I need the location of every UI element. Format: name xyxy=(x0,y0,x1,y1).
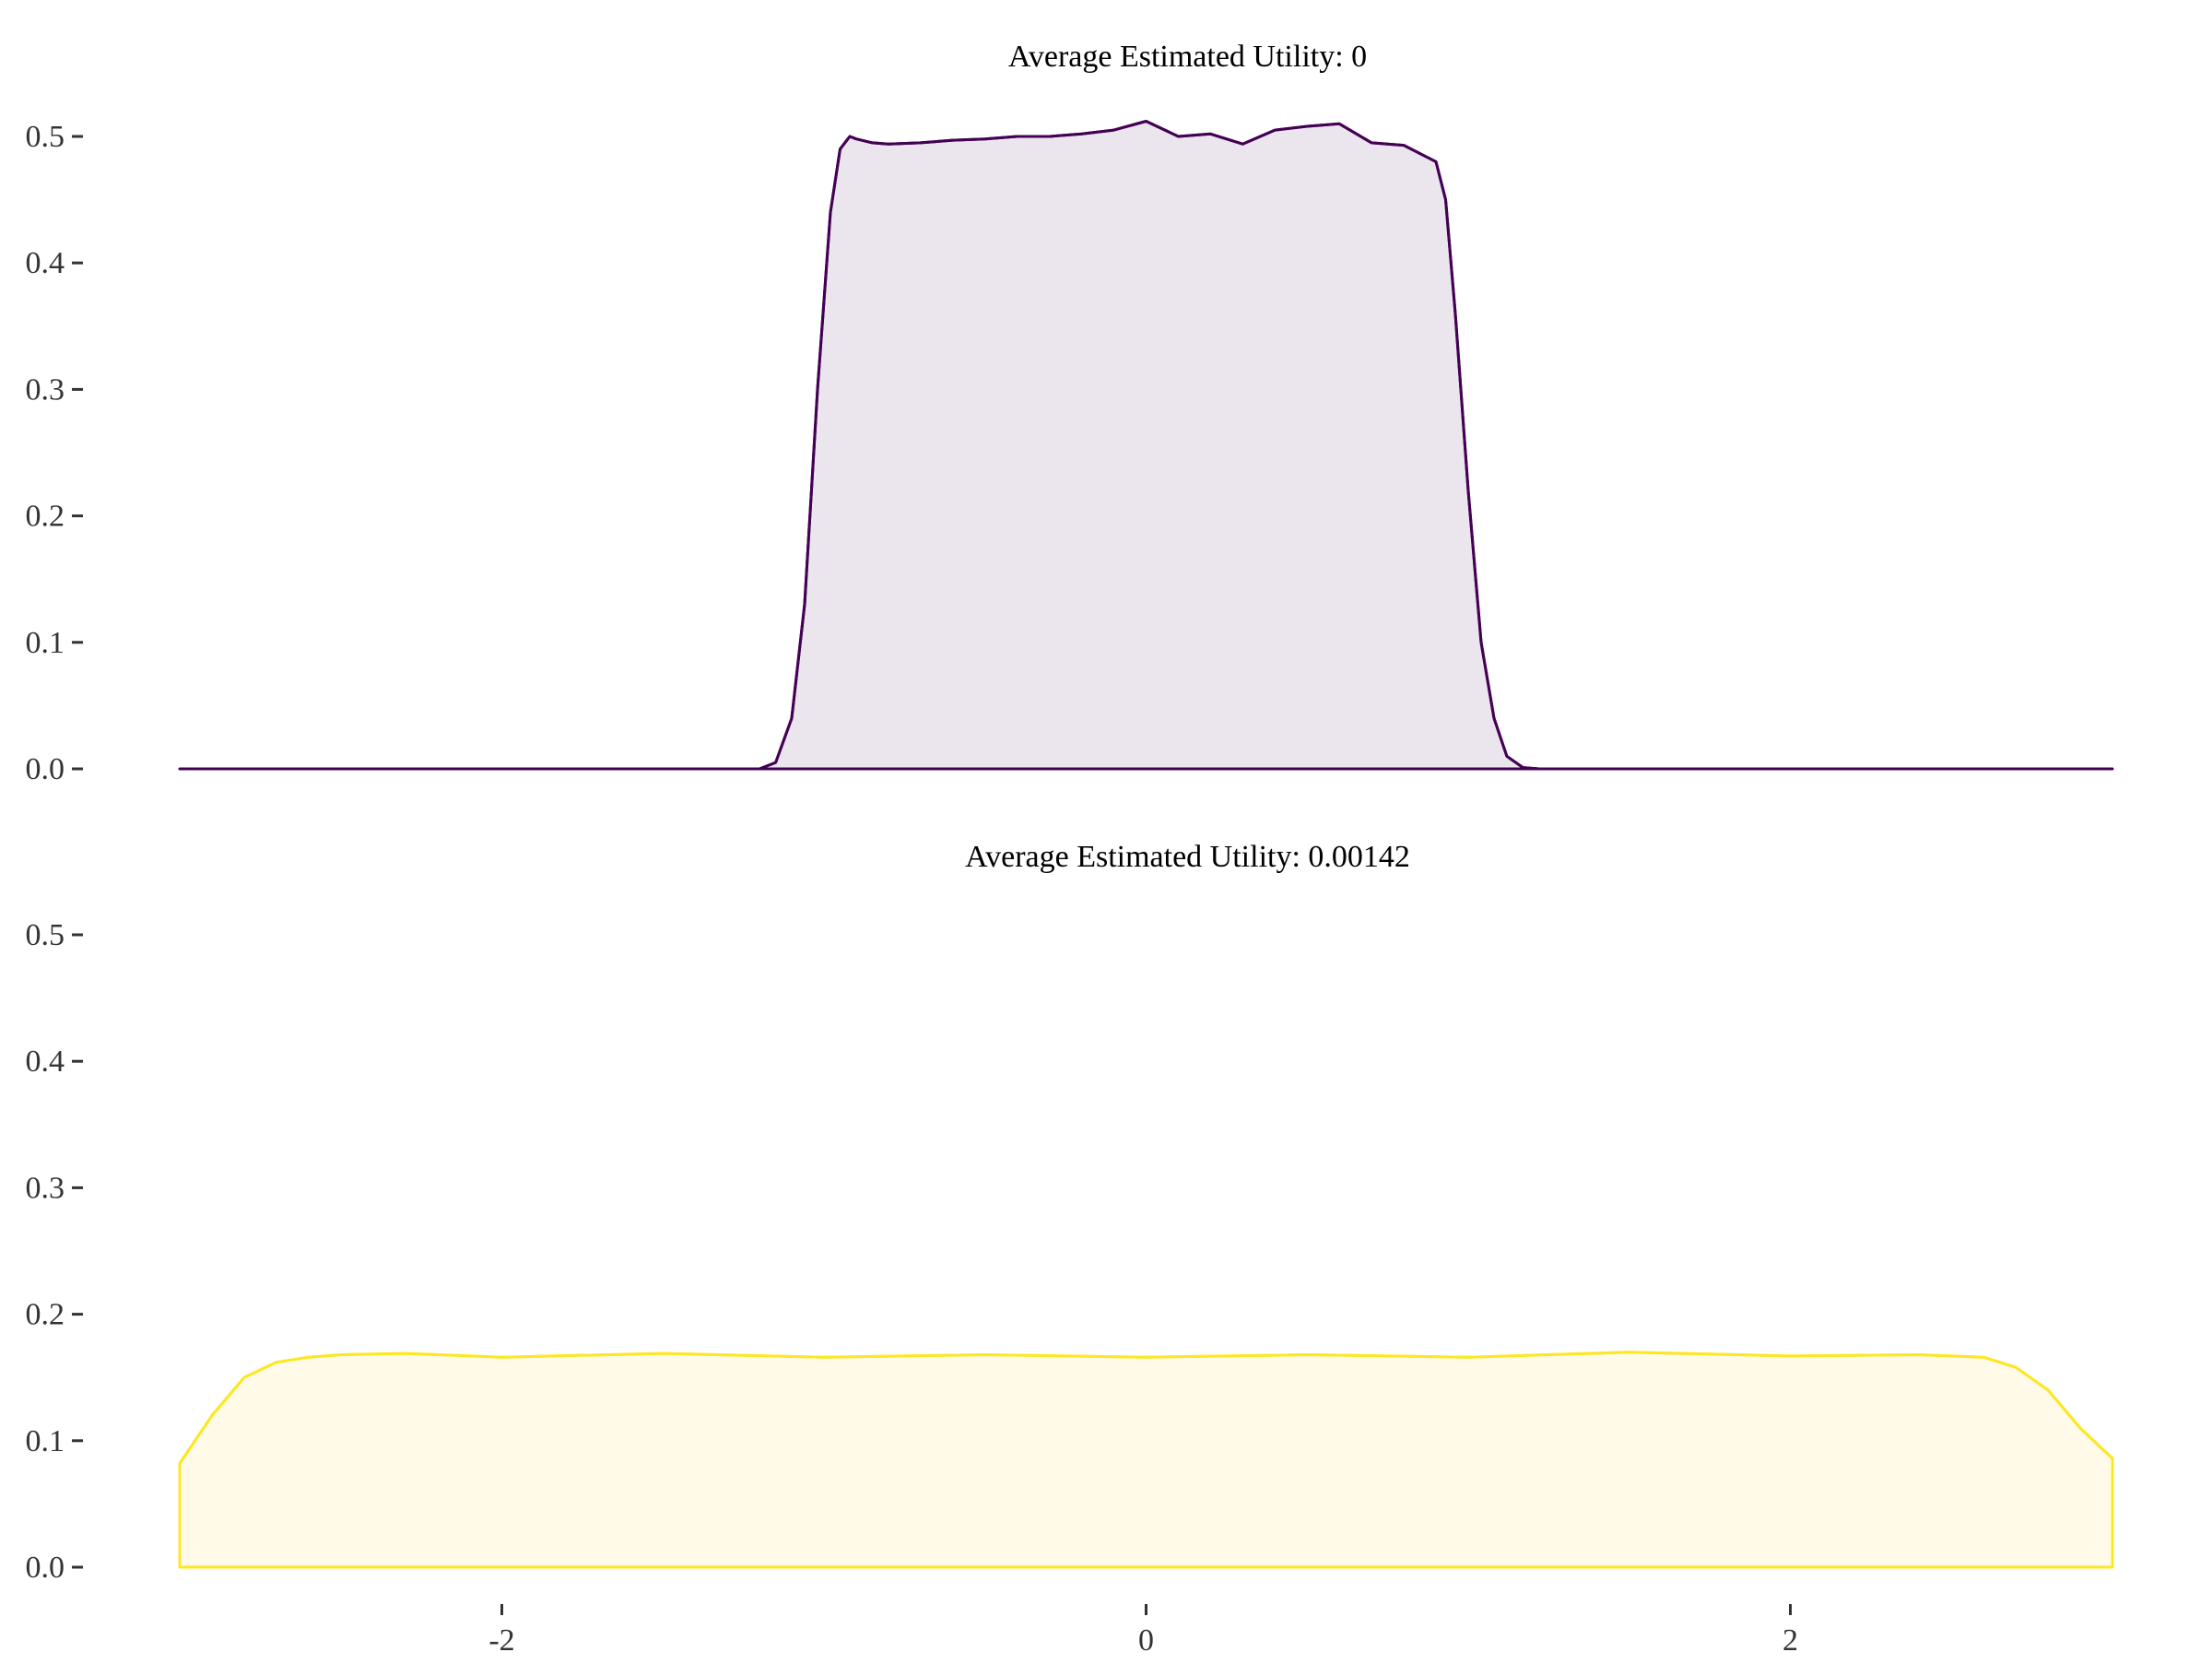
y-tick-label: 0.1 xyxy=(26,626,65,660)
y-tick-label: 0.5 xyxy=(26,918,65,952)
panel-title: Average Estimated Utility: 0.00142 xyxy=(965,840,1410,874)
panel-title: Average Estimated Utility: 0 xyxy=(1008,40,1367,74)
density-area xyxy=(180,122,2112,770)
panel-top: Average Estimated Utility: 0 0.0 0.1 0.2 0.3… xyxy=(26,40,2113,786)
y-tick-label: 0.4 xyxy=(26,1044,65,1079)
y-tick-label: 0.2 xyxy=(26,1298,65,1332)
y-tick-label: 0.3 xyxy=(26,372,65,407)
y-tick-label: 0.3 xyxy=(26,1171,65,1205)
y-tick-label: 0.1 xyxy=(26,1424,65,1458)
y-tick-label: 0.2 xyxy=(26,500,65,534)
y-tick-label: 0.0 xyxy=(26,1551,65,1585)
x-tick-label: 2 xyxy=(1783,1623,1798,1658)
density-area xyxy=(180,1352,2112,1567)
y-tick-label: 0.5 xyxy=(26,120,65,154)
y-tick-label: 0.0 xyxy=(26,752,65,786)
x-tick-label: -2 xyxy=(488,1623,514,1658)
panel-bottom: Average Estimated Utility: 0.00142 0.0 0.1… xyxy=(26,840,2113,1658)
y-tick-label: 0.4 xyxy=(26,246,65,280)
x-tick-label: 0 xyxy=(1138,1623,1154,1658)
